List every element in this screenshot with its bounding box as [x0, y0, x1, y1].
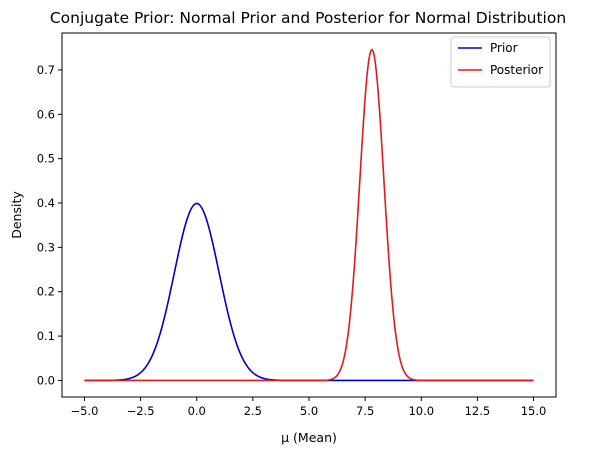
legend-label-prior: Prior	[490, 41, 518, 55]
y-tick-label: 0.4	[37, 196, 55, 210]
x-tick-label: 7.5	[356, 404, 374, 418]
series-line-posterior	[84, 48, 534, 382]
x-axis-ticks: −5.0 −2.5 0.0 2.5 5.0 7.5 10.0 12.5 15.0	[70, 397, 546, 418]
y-tick-label: 0.7	[37, 63, 55, 77]
y-axis-ticks: 0.0 0.1 0.2 0.3 0.4 0.5 0.6 0.7	[37, 63, 62, 387]
x-tick-label: 2.5	[244, 404, 262, 418]
plot-area-frame	[61, 32, 557, 398]
y-tick-label: 0.5	[37, 152, 55, 166]
y-tick-label: 0.1	[37, 329, 55, 343]
legend: Prior Posterior	[450, 36, 551, 88]
y-tick-label: 0.3	[37, 240, 55, 254]
legend-label-posterior: Posterior	[490, 63, 543, 77]
x-axis-label: μ (Mean)	[281, 430, 337, 445]
y-tick-label: 0.0	[37, 373, 55, 387]
x-tick-label: −5.0	[70, 404, 98, 418]
x-tick-label: −2.5	[127, 404, 155, 418]
legend-frame	[450, 36, 551, 88]
y-tick-label: 0.6	[37, 107, 55, 121]
x-tick-label: 12.5	[465, 404, 491, 418]
x-tick-label: 0.0	[188, 404, 206, 418]
y-tick-label: 0.2	[37, 285, 55, 299]
x-tick-label: 10.0	[408, 404, 434, 418]
x-tick-label: 15.0	[521, 404, 547, 418]
series-line-prior	[84, 202, 534, 382]
x-tick-label: 5.0	[300, 404, 318, 418]
chart-title: Conjugate Prior: Normal Prior and Poster…	[50, 9, 566, 27]
y-axis-label: Density	[9, 191, 24, 239]
series-layer	[84, 48, 534, 382]
